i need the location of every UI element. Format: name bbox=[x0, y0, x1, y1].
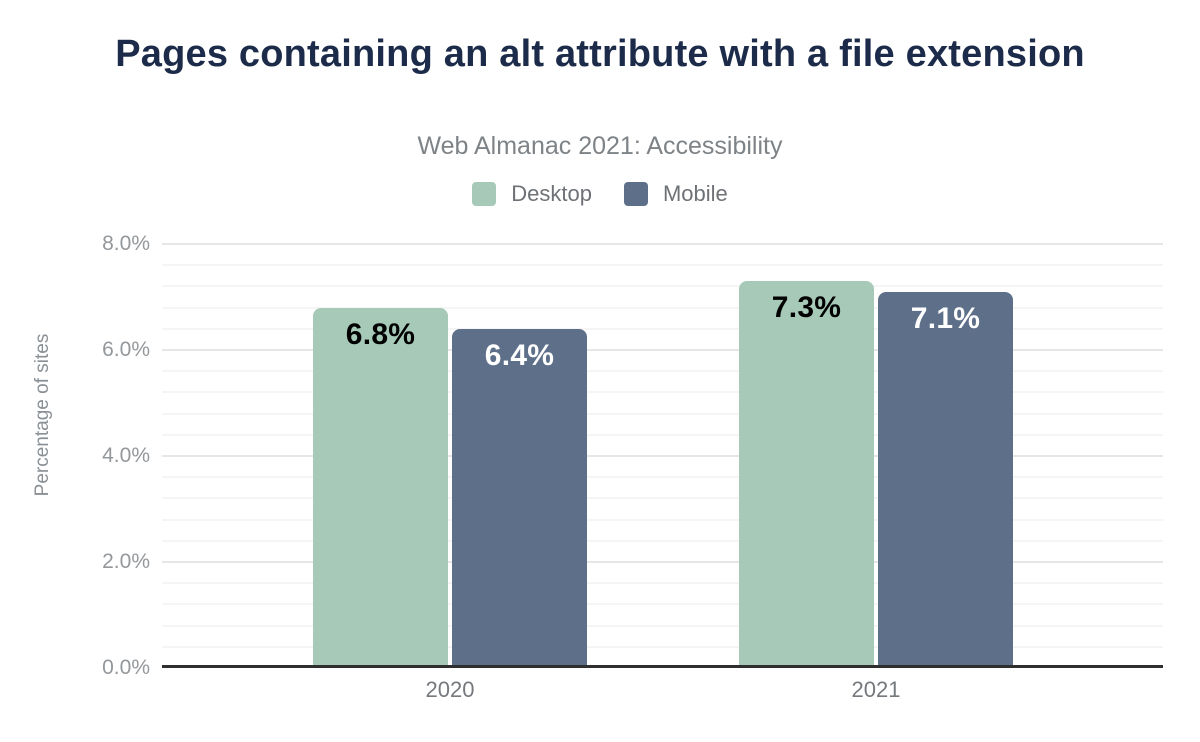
y-axis-title: Percentage of sites bbox=[32, 333, 53, 497]
minor-gridline bbox=[162, 327, 1163, 330]
x-axis-category-label: 2020 bbox=[425, 677, 475, 702]
y-axis-tick-label: 4.0% bbox=[102, 444, 150, 467]
major-gridline bbox=[162, 243, 1163, 245]
major-gridline bbox=[162, 349, 1163, 351]
bar-mobile-2020[interactable]: 6.4% bbox=[452, 329, 587, 668]
minor-gridline bbox=[162, 603, 1163, 606]
desktop-series-swatch-icon bbox=[472, 182, 497, 206]
chart-title: Pages containing an alt attribute with a… bbox=[115, 33, 1085, 75]
bar-desktop-2021[interactable]: 7.3% bbox=[739, 281, 874, 668]
y-axis-tick-label: 2.0% bbox=[102, 550, 150, 573]
legend-label-desktop: Desktop bbox=[511, 181, 592, 206]
minor-gridline bbox=[162, 285, 1163, 288]
major-gridline bbox=[162, 561, 1163, 563]
mobile-series-swatch-icon bbox=[623, 182, 648, 206]
minor-gridline bbox=[162, 412, 1163, 415]
x-axis-line bbox=[162, 665, 1163, 668]
y-axis-tick-label: 6.0% bbox=[102, 338, 150, 361]
minor-gridline bbox=[162, 645, 1163, 648]
minor-gridline bbox=[162, 264, 1163, 267]
major-gridline bbox=[162, 455, 1163, 457]
minor-gridline bbox=[162, 391, 1163, 394]
minor-gridline bbox=[162, 624, 1163, 627]
minor-gridline bbox=[162, 433, 1163, 436]
bar-data-label: 7.1% bbox=[910, 302, 981, 335]
minor-gridline bbox=[162, 306, 1163, 309]
y-axis-tick-label: 8.0% bbox=[102, 232, 150, 255]
bar-mobile-2021[interactable]: 7.1% bbox=[878, 292, 1013, 668]
legend-item-desktop[interactable]: Desktop bbox=[472, 182, 592, 206]
legend: Desktop Mobile bbox=[0, 182, 1200, 206]
minor-gridline bbox=[162, 370, 1163, 373]
minor-gridline bbox=[162, 476, 1163, 479]
legend-item-mobile[interactable]: Mobile bbox=[623, 181, 728, 206]
x-axis-category-label: 2021 bbox=[851, 677, 901, 702]
chart-subtitle: Web Almanac 2021: Accessibility bbox=[417, 132, 783, 160]
bar-data-label: 6.4% bbox=[484, 339, 555, 372]
legend-label-mobile: Mobile bbox=[662, 181, 728, 206]
bar-desktop-2020[interactable]: 6.8% bbox=[313, 308, 448, 668]
minor-gridline bbox=[162, 497, 1163, 500]
bar-data-label: 7.3% bbox=[771, 291, 842, 324]
minor-gridline bbox=[162, 582, 1163, 585]
y-axis-tick-label: 0.0% bbox=[102, 656, 150, 679]
minor-gridline bbox=[162, 539, 1163, 542]
bar-data-label: 6.8% bbox=[345, 318, 416, 351]
minor-gridline bbox=[162, 518, 1163, 521]
